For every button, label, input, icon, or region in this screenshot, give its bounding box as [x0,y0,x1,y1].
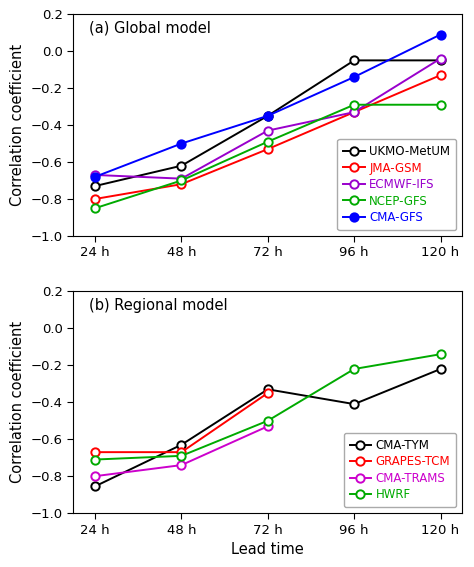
HWRF [265,417,271,424]
JMA-GSM [179,181,184,188]
Line: ECMWF-IFS: ECMWF-IFS [91,54,445,183]
ECMWF-IFS [92,172,98,179]
Legend: CMA-TYM, GRAPES-TCM, CMA-TRAMS, HWRF: CMA-TYM, GRAPES-TCM, CMA-TRAMS, HWRF [344,433,456,507]
ECMWF-IFS [265,127,271,134]
UKMO-MetUM [351,57,357,64]
CMA-GFS [351,74,357,81]
Line: CMA-TRAMS: CMA-TRAMS [91,422,272,480]
Line: JMA-GSM: JMA-GSM [91,71,445,203]
Line: NCEP-GFS: NCEP-GFS [91,100,445,213]
NCEP-GFS [351,101,357,108]
CMA-TYM [351,401,357,408]
JMA-GSM [92,196,98,202]
JMA-GSM [265,146,271,153]
NCEP-GFS [179,177,184,184]
Y-axis label: Correlation coefficient: Correlation coefficient [10,321,26,483]
HWRF [179,452,184,459]
X-axis label: Lead time: Lead time [231,542,304,557]
CMA-GFS [265,112,271,119]
NCEP-GFS [92,205,98,211]
CMA-TYM [92,483,98,490]
CMA-GFS [179,140,184,147]
Text: (b) Regional model: (b) Regional model [89,298,228,313]
CMA-TYM [179,441,184,448]
Line: CMA-GFS: CMA-GFS [91,31,445,181]
UKMO-MetUM [265,112,271,119]
Line: HWRF: HWRF [91,350,445,464]
HWRF [92,456,98,463]
Y-axis label: Correlation coefficient: Correlation coefficient [10,44,26,206]
CMA-TRAMS [265,423,271,430]
JMA-GSM [438,72,443,79]
Legend: UKMO-MetUM, JMA-GSM, ECMWF-IFS, NCEP-GFS, CMA-GFS: UKMO-MetUM, JMA-GSM, ECMWF-IFS, NCEP-GFS… [337,139,456,230]
NCEP-GFS [438,101,443,108]
Line: GRAPES-TCM: GRAPES-TCM [91,389,272,456]
CMA-GFS [438,31,443,38]
Line: CMA-TYM: CMA-TYM [91,365,445,490]
NCEP-GFS [265,138,271,145]
GRAPES-TCM [92,448,98,455]
GRAPES-TCM [179,448,184,455]
CMA-TYM [438,366,443,373]
CMA-GFS [92,174,98,180]
HWRF [351,366,357,373]
CMA-TRAMS [179,462,184,468]
CMA-TYM [265,386,271,393]
ECMWF-IFS [351,109,357,116]
JMA-GSM [351,109,357,116]
ECMWF-IFS [179,175,184,182]
CMA-TRAMS [92,473,98,480]
Line: UKMO-MetUM: UKMO-MetUM [91,56,445,190]
Text: (a) Global model: (a) Global model [89,21,211,36]
UKMO-MetUM [179,162,184,169]
ECMWF-IFS [438,55,443,62]
GRAPES-TCM [265,390,271,396]
HWRF [438,351,443,358]
UKMO-MetUM [438,57,443,64]
UKMO-MetUM [92,183,98,189]
